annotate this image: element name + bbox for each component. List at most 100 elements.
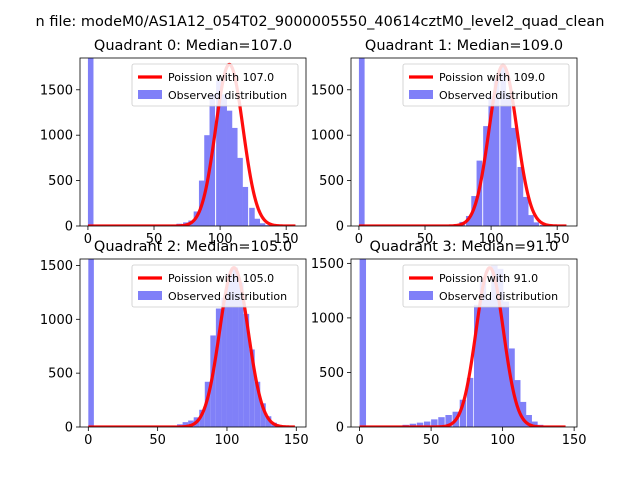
figure-suptitle: n file: modeM0/AS1A12_054T02_9000005550_… [36, 14, 605, 30]
axes-frame [79, 258, 307, 428]
hist-bar [221, 94, 227, 226]
legend-box [131, 63, 299, 107]
panel-title: Quadrant 0: Median=107.0 [94, 38, 292, 54]
hist-bar [210, 335, 216, 427]
legend-box [131, 264, 299, 308]
hist-bar [438, 417, 445, 427]
legend-label-fit: Poission with 109.0 [439, 71, 545, 84]
x-tick-label: 150 [562, 433, 587, 448]
fit-curve [86, 62, 297, 226]
axes-frame [350, 57, 578, 227]
hist-bar [445, 415, 452, 427]
legend-box [402, 63, 570, 107]
plot-area [87, 259, 296, 427]
hist-bar [221, 297, 227, 427]
y-tick-label: 0 [336, 220, 344, 235]
hist-bar [260, 403, 266, 427]
x-tick-label: 100 [208, 232, 233, 247]
legend-bar-swatch [138, 291, 162, 300]
y-tick-label: 0 [65, 220, 73, 235]
hist-bar [237, 157, 243, 226]
y-tick-label: 1500 [311, 257, 344, 272]
y-tick-label: 1000 [311, 311, 344, 326]
x-tick-label: 50 [146, 232, 163, 247]
hist-bar [87, 58, 94, 226]
x-tick-label: 150 [274, 232, 299, 247]
x-tick-label: 150 [284, 433, 309, 448]
hist-bar [431, 419, 438, 427]
hist-bar [505, 94, 512, 226]
hist-bar [359, 259, 367, 427]
y-tick-label: 1000 [40, 129, 73, 144]
x-tick-label: 100 [215, 433, 240, 448]
y-tick-label: 1000 [40, 313, 73, 328]
x-tick-label: 50 [417, 232, 434, 247]
y-tick-label: 0 [65, 421, 73, 436]
hist-bar [531, 421, 538, 427]
hist-bar [483, 126, 489, 226]
hist-bar [522, 196, 529, 226]
panel-title: Quadrant 3: Median=91.0 [370, 239, 559, 255]
hist-bar [491, 265, 498, 427]
hist-bar [254, 381, 261, 427]
plot-area [86, 58, 297, 226]
x-tick-label: 0 [84, 232, 92, 247]
hist-bar [88, 259, 94, 427]
axes-frame [79, 57, 307, 227]
hist-bar [533, 222, 540, 226]
fit-curve [87, 266, 296, 427]
hist-bar [502, 301, 510, 427]
hist-bar [459, 399, 467, 427]
y-tick-label: 0 [336, 421, 344, 436]
hist-bar [226, 110, 233, 226]
x-tick-label: 100 [490, 433, 515, 448]
hist-bar [510, 127, 517, 226]
hist-bar [182, 422, 189, 427]
hist-bar [231, 127, 238, 226]
hist-bar [215, 308, 222, 427]
hist-bar [232, 267, 239, 427]
hist-bar [249, 349, 255, 427]
x-tick-label: 0 [84, 433, 92, 448]
hist-bar [525, 415, 532, 427]
hist-bar [204, 381, 211, 427]
hist-bar [517, 166, 524, 226]
plot-area [358, 259, 567, 427]
y-tick-label: 1000 [311, 129, 344, 144]
x-tick-label: 50 [149, 433, 166, 448]
legend-label-fit: Poission with 105.0 [168, 272, 274, 285]
hist-bar [243, 313, 250, 427]
hist-bar [226, 274, 233, 427]
x-tick-label: 100 [479, 232, 504, 247]
x-tick-label: 150 [545, 232, 570, 247]
hist-bar [519, 401, 527, 427]
y-tick-label: 1500 [40, 259, 73, 274]
y-tick-label: 1500 [40, 83, 73, 98]
hist-bar [242, 186, 249, 226]
axes-frame [350, 258, 578, 428]
hist-bar [199, 409, 205, 427]
hist-bar [466, 377, 474, 427]
legend-label-observed: Observed distribution [168, 290, 287, 303]
hist-bar [254, 218, 261, 226]
panel-title: Quadrant 2: Median=105.0 [94, 239, 292, 255]
hist-bar [496, 268, 504, 427]
fit-curve [358, 266, 567, 427]
hist-bar [259, 223, 266, 226]
hist-bar [358, 58, 365, 226]
hist-bar [500, 67, 507, 226]
hist-bar [423, 421, 431, 427]
y-tick-label: 500 [48, 174, 73, 189]
legend-label-observed: Observed distribution [439, 290, 558, 303]
legend-bar-swatch [409, 90, 433, 99]
panel-title: Quadrant 1: Median=109.0 [365, 38, 563, 54]
hist-bar [488, 96, 495, 226]
hist-bar [416, 422, 424, 427]
hist-bar [265, 416, 272, 427]
hist-bar [409, 423, 417, 427]
